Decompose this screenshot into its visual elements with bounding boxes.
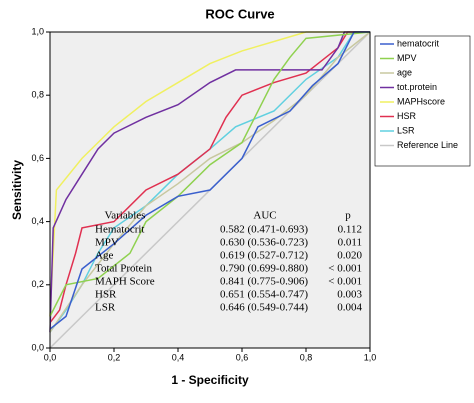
y-tick-label: 0,4 xyxy=(31,216,44,226)
x-tick-label: 0,4 xyxy=(172,352,185,362)
legend-label: tot.protein xyxy=(397,82,437,92)
legend-label: Reference Line xyxy=(397,140,458,150)
legend-label: MAPHscore xyxy=(397,96,445,106)
table-variable: LSR xyxy=(95,302,116,314)
table-p: < 0.001 xyxy=(328,276,362,288)
table-variable: MAPH Score xyxy=(95,276,155,288)
legend-label: age xyxy=(397,67,412,77)
y-tick-label: 0,0 xyxy=(31,342,44,352)
chart-title: ROC Curve xyxy=(205,6,274,21)
table-p: < 0.001 xyxy=(328,263,362,275)
table-header: p xyxy=(345,210,351,222)
table-auc: 0.651 (0.554-0.747) xyxy=(220,289,308,301)
roc-line xyxy=(49,31,370,324)
table-auc: 0.841 (0.775-0.906) xyxy=(220,276,308,288)
y-tick-label: 0,6 xyxy=(31,153,44,163)
table-auc: 0.630 (0.536-0.723) xyxy=(220,237,308,249)
table-variable: Total Protein xyxy=(95,263,152,275)
plot-frame xyxy=(49,31,371,349)
x-tick-label: 0,6 xyxy=(236,352,249,362)
table-header: Variables xyxy=(105,210,146,222)
table-p: 0.004 xyxy=(337,302,362,314)
table-variable: MPV xyxy=(95,237,119,249)
y-tick-label: 1,0 xyxy=(31,26,44,36)
table-auc: 0.646 (0.549-0.744) xyxy=(220,302,308,314)
roc-line xyxy=(49,31,371,317)
y-tick-label: 0,8 xyxy=(31,90,44,100)
table-p: 0.003 xyxy=(337,289,362,301)
y-axis-label: Sensitivity xyxy=(10,160,24,220)
table-p: 0.112 xyxy=(338,224,362,236)
roc-line xyxy=(49,31,370,330)
x-tick-label: 0,2 xyxy=(108,352,121,362)
x-tick-label: 1,0 xyxy=(364,352,377,362)
legend-label: HSR xyxy=(397,111,417,121)
table-p: 0.011 xyxy=(338,237,362,249)
roc-line xyxy=(49,31,370,317)
y-tick-label: 0,2 xyxy=(31,279,44,289)
table-auc: 0.790 (0.699-0.880) xyxy=(220,263,308,275)
x-tick-label: 0,8 xyxy=(300,352,313,362)
legend-label: hematocrit xyxy=(397,38,440,48)
table-auc: 0.582 (0.471-0.693) xyxy=(220,224,308,236)
table-p: 0.020 xyxy=(337,250,362,262)
legend-label: LSR xyxy=(397,125,415,135)
roc-line xyxy=(49,31,370,333)
x-tick-label: 0,0 xyxy=(44,352,57,362)
legend-box xyxy=(374,35,471,167)
table-header: AUC xyxy=(253,210,276,222)
legend-label: MPV xyxy=(397,53,417,63)
table-auc: 0.619 (0.527-0.712) xyxy=(220,250,308,262)
table-variable: Hematocrit xyxy=(95,224,144,236)
x-axis-label: 1 - Specificity xyxy=(171,373,249,387)
table-variable: Age xyxy=(95,250,113,262)
table-variable: HSR xyxy=(95,289,117,301)
